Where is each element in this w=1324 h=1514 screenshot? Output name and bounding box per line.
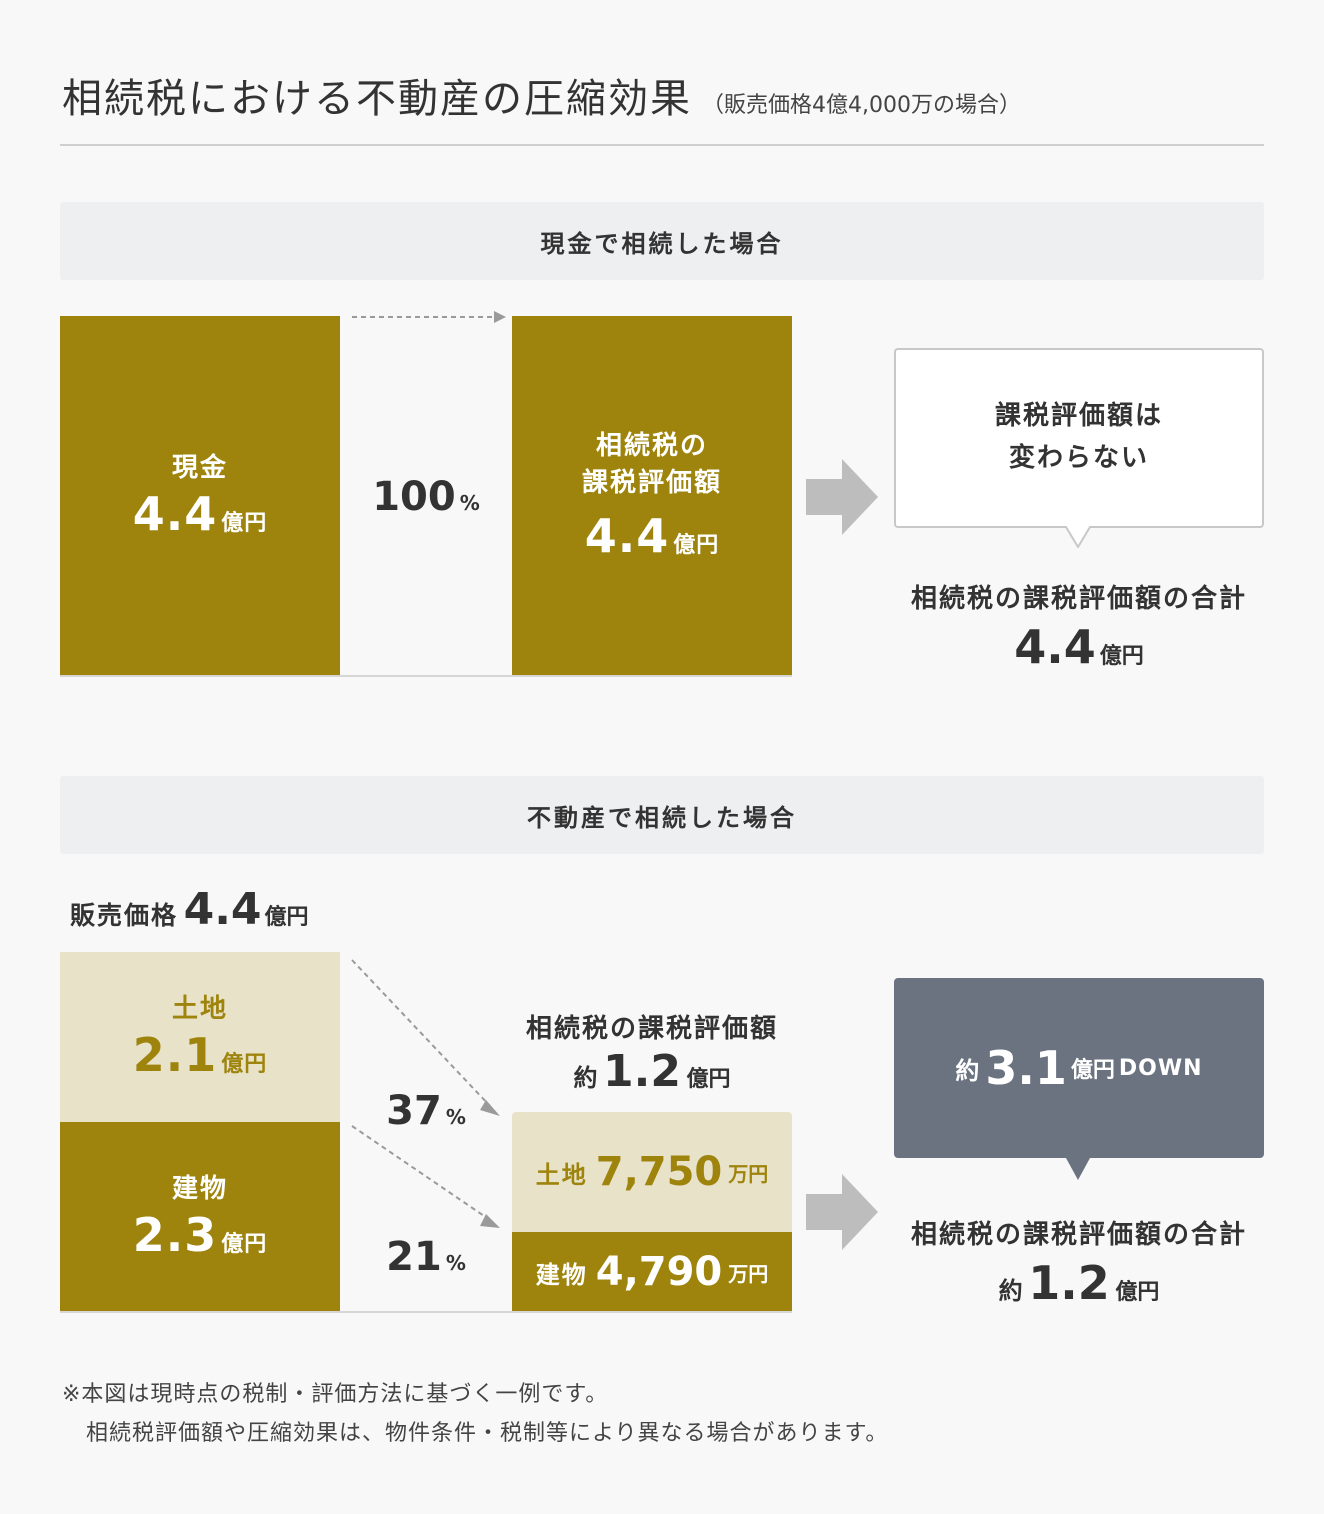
sale-price-unit: 億円 [264,905,309,930]
re-taxable-value: 1.2 [603,1046,681,1097]
cash-bubble-text: 課税評価額は 変わらない [894,348,1264,528]
cash-value: 4.4 [132,487,218,542]
land-result-label: 土地 [535,1160,588,1189]
cash-percent-unit: % [459,491,480,515]
realestate-bubble: 約 3.1 億円 DOWN [894,978,1264,1180]
building-percent-unit: % [445,1251,466,1275]
cash-unit: 億円 [221,511,268,537]
title-divider [60,144,1264,146]
cash-total-value: 4.4 [1014,620,1096,674]
cash-percent-value: 100 [372,474,456,520]
land-percent-unit: % [445,1105,466,1129]
footnote-line-1: ※本図は現時点の税制・評価方法に基づく一例です。 [62,1382,609,1407]
right-arrow-icon [806,1174,878,1250]
building-value: 2.3 [132,1208,218,1263]
down-prefix: 約 [955,1056,980,1085]
building-amount: 2.3 億円 [133,1208,268,1263]
cash-total-label: 相続税の課税評価額の合計 [910,584,1247,614]
speech-bubble-shape-icon [894,978,1264,1180]
cash-taxable-box: 相続税の 課税評価額 4.4 億円 [512,316,792,676]
building-result-value: 4,790 [595,1249,723,1295]
cash-taxable-label-1: 相続税の [595,430,708,461]
re-total-label: 相続税の課税評価額の合計 [910,1220,1247,1250]
down-suffix: DOWN [1118,1055,1203,1081]
title-main-text: 相続税における不動産の圧縮効果 [62,76,692,122]
cash-box: 現金 4.4 億円 [60,316,340,676]
cash-label: 現金 [171,452,228,483]
land-value: 2.1 [132,1028,218,1083]
cash-total-unit: 億円 [1099,644,1144,669]
building-unit: 億円 [221,1232,268,1258]
page-title: 相続税における不動産の圧縮効果 （販売価格4億4,000万の場合） [62,66,1021,124]
re-total-unit: 億円 [1115,1280,1160,1305]
title-subtitle: （販売価格4億4,000万の場合） [702,93,1021,118]
re-taxable-label: 相続税の課税評価額 [525,1014,778,1044]
realestate-bubble-text: 約 3.1 億円 DOWN [894,978,1264,1158]
land-unit: 億円 [221,1052,268,1078]
re-total-amount: 約 1.2 億円 [880,1256,1278,1310]
cash-taxable-label-2: 課税評価額 [581,468,722,499]
re-taxable-prefix: 約 [573,1064,598,1092]
building-percent-value: 21 [386,1234,442,1280]
land-result-value: 7,750 [595,1149,723,1195]
land-result-unit: 万円 [728,1161,769,1186]
cash-total-amount: 4.4 億円 [880,620,1278,674]
cash-taxable-amount: 4.4 億円 [585,509,720,564]
building-box: 建物 2.3 億円 [60,1122,340,1312]
re-taxable-unit: 億円 [686,1067,731,1092]
sale-price-label: 販売価格 [70,901,179,930]
cash-percent: 100% [340,474,512,520]
section-heading-realestate: 不動産で相続した場合 [60,776,1264,854]
cash-bubble-line-2: 変わらない [1008,443,1149,473]
cash-bubble-line-1: 課税評価額は [994,401,1163,432]
land-amount: 2.1 億円 [133,1028,268,1083]
down-value: 3.1 [985,1041,1067,1095]
land-box: 土地 2.1 億円 [60,952,340,1122]
section-heading-cash: 現金で相続した場合 [60,202,1264,280]
cash-taxable-unit: 億円 [673,533,720,559]
building-percent: 21% [340,1234,512,1280]
land-percent-value: 37 [386,1088,442,1134]
sale-price-value: 4.4 [183,884,262,935]
re-total-value: 1.2 [1028,1256,1110,1310]
land-result-box: 土地 7,750 万円 [512,1112,792,1232]
building-label: 建物 [171,1173,228,1204]
cash-taxable-value: 4.4 [584,509,670,564]
diagonal-arrows-icon [351,959,500,1228]
building-result-box: 建物 4,790 万円 [512,1232,792,1312]
down-unit: 億円 [1070,1058,1115,1083]
land-percent: 37% [340,1088,512,1134]
building-result-label: 建物 [535,1260,588,1289]
footnote-line-2: 相続税評価額や圧縮効果は、物件条件・税制等により異なる場合があります。 [86,1420,889,1446]
realestate-baseline [60,1311,792,1313]
re-taxable-amount: 約 1.2 億円 [480,1046,824,1097]
cash-amount: 4.4 億円 [133,487,268,542]
footnotes: ※本図は現時点の税制・評価方法に基づく一例です。 相続税評価額や圧縮効果は、物件… [62,1376,1262,1453]
dashed-arrow-icon [352,311,506,323]
sale-price: 販売価格 4.4 億円 [70,884,309,935]
speech-bubble-shape-icon [894,348,1264,548]
re-total-prefix: 約 [998,1277,1023,1305]
right-arrow-icon [806,459,878,535]
building-result-unit: 万円 [728,1261,769,1286]
cash-bubble: 課税評価額は 変わらない [894,348,1264,548]
land-label: 土地 [171,993,228,1024]
cash-baseline [60,675,792,677]
